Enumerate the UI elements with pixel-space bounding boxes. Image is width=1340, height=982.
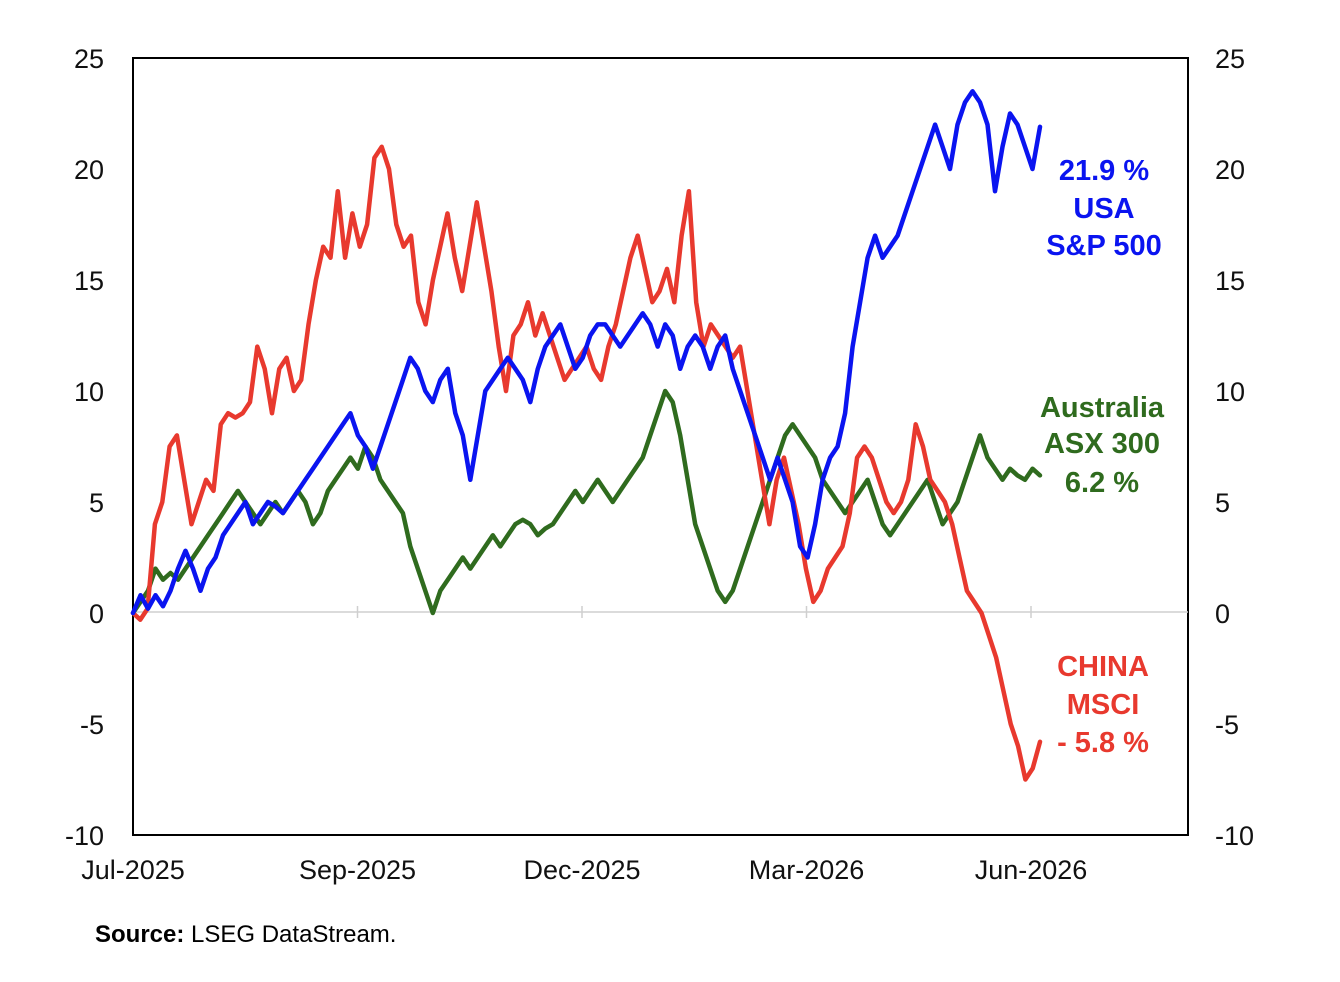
y-tick-label-right: 10: [1215, 377, 1245, 407]
y-tick-label-right: 0: [1215, 599, 1230, 629]
x-axis: Jul-2025 Sep-2025 Dec-2025 Mar-2026 Jun-2026: [81, 855, 1087, 885]
plot-area: [132, 57, 1189, 836]
x-tick-label: Dec-2025: [523, 855, 640, 885]
y-tick-label-right: 15: [1215, 266, 1245, 296]
series-label-1: USA: [1073, 193, 1134, 225]
series-label-0: CHINA: [1057, 651, 1149, 683]
y-tick-label-right: -10: [1215, 821, 1254, 851]
y-tick-label-right: 20: [1215, 155, 1245, 185]
y-tick-label-left: 10: [74, 377, 104, 407]
y-tick-label-left: 5: [89, 488, 104, 518]
source-note: Source: LSEG DataStream.: [95, 921, 396, 949]
y-tick-label-right: 5: [1215, 488, 1230, 518]
series-label-1: S&P 500: [1046, 230, 1162, 262]
y-tick-label-left: 20: [74, 155, 104, 185]
y-tick-label-left: -10: [65, 821, 104, 851]
source-text: LSEG DataStream.: [184, 921, 397, 948]
series-label-2: 6.2 %: [1065, 467, 1139, 499]
y-axis-right: 25 20 15 10 5 0 -5 -10: [1215, 44, 1254, 851]
series-line-1: [130, 89, 1043, 616]
series-label-2: ASX 300: [1044, 428, 1160, 460]
x-tick-label: Jun-2026: [975, 855, 1088, 885]
series-labels: CHINA MSCI - 5.8 % 21.9 % USA S&P 500 Australi…: [1040, 155, 1165, 759]
x-tick-label: Mar-2026: [749, 855, 865, 885]
y-tick-label-left: 25: [74, 44, 104, 74]
x-tick-marks: [356, 606, 1032, 618]
y-tick-label-left: -5: [80, 710, 104, 740]
y-axis-left: 25 20 15 10 5 0 -5 -10: [65, 44, 104, 851]
y-tick-label-left: 0: [89, 599, 104, 629]
y-tick-label-right: 25: [1215, 44, 1245, 74]
series-lines: [130, 89, 1043, 782]
y-tick-label-left: 15: [74, 266, 104, 296]
series-label-1: 21.9 %: [1059, 155, 1149, 187]
series-label-2: Australia: [1040, 392, 1165, 424]
line-chart: 25 20 15 10 5 0 -5 -10 25 20 15 10 5 0 -5 -10 Jul-2025…: [65, 44, 1254, 885]
series-label-0: MSCI: [1067, 689, 1140, 721]
x-tick-label: Jul-2025: [81, 855, 185, 885]
y-tick-label-right: -5: [1215, 710, 1239, 740]
series-label-0: - 5.8 %: [1057, 727, 1149, 759]
source-prefix: Source:: [95, 921, 185, 948]
x-tick-label: Sep-2025: [299, 855, 416, 885]
